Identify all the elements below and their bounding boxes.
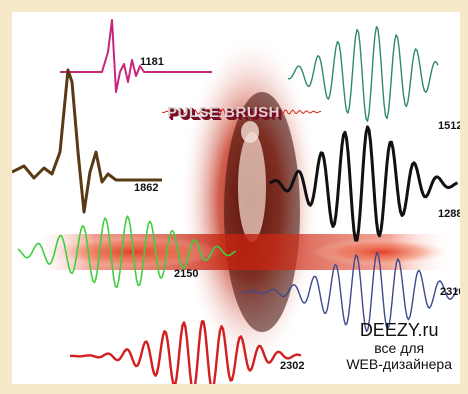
label-1512: 1512 [438,120,460,132]
label-2302: 2302 [280,360,305,372]
brand-tagline-2: WEB-дизайнера [346,356,452,372]
right-glow [312,238,452,266]
artwork-layer [12,19,459,384]
waveform-2310 [241,251,459,333]
central-figure [238,132,266,242]
waveform-title-ripple [161,107,322,117]
poster-canvas: PULSE BRUSH 1181 1512 1862 1288 2150 231… [12,12,460,384]
brand-name: DEEZY.ru [359,320,439,340]
waveform-1288 [269,125,459,242]
label-1862: 1862 [134,182,159,194]
brand-tagline-1: все для [374,340,425,356]
figure-head [241,121,259,143]
label-1288: 1288 [438,208,460,220]
waveform-1862 [12,68,162,214]
waveform-1181 [60,19,212,93]
waveform-2150 [17,215,236,289]
waveform-1512 [287,25,439,123]
pulse-brush-title-shadow: PULSE BRUSH [167,104,281,121]
brand-block: DEEZY.ru все для WEB-дизайнера [346,320,452,372]
label-2150: 2150 [174,268,199,280]
label-1181: 1181 [140,56,164,68]
waveform-2302 [69,320,302,384]
label-2310: 2310 [440,286,460,298]
